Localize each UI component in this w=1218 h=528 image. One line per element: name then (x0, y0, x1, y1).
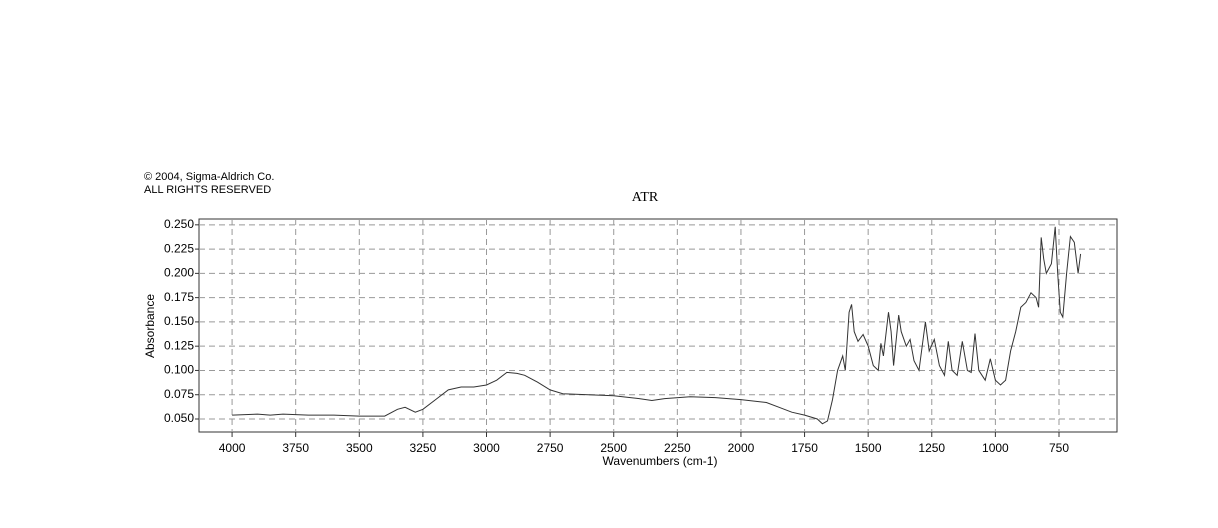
y-tick-label: 0.225 (164, 241, 194, 255)
x-tick-label: 750 (1049, 441, 1069, 455)
x-tick-label: 2250 (664, 441, 691, 455)
y-tick-label: 0.250 (164, 217, 194, 231)
y-tick-label: 0.050 (164, 411, 194, 425)
x-tick-label: 4000 (219, 441, 246, 455)
x-tick-label: 3500 (346, 441, 373, 455)
x-tick-label: 3250 (410, 441, 437, 455)
y-tick-label: 0.100 (164, 363, 194, 377)
x-tick-label: 1750 (791, 441, 818, 455)
y-tick-label: 0.125 (164, 338, 194, 352)
chart-title: ATR (632, 190, 659, 205)
x-tick-label: 2500 (600, 441, 627, 455)
x-tick-label: 2750 (537, 441, 564, 455)
y-axis-label: Absorbance (143, 294, 157, 358)
y-tick-label: 0.200 (164, 266, 194, 280)
y-tick-label: 0.175 (164, 290, 194, 304)
x-tick-label: 1250 (918, 441, 945, 455)
plot-frame (198, 218, 1118, 433)
spectrum-line (232, 226, 1082, 425)
x-tick-label: 2000 (728, 441, 755, 455)
y-tick-label: 0.150 (164, 314, 194, 328)
x-tick-label: 1000 (982, 441, 1009, 455)
x-tick-label: 1500 (855, 441, 882, 455)
x-tick-label: 3000 (473, 441, 500, 455)
copyright: © 2004, Sigma-Aldrich Co. (144, 171, 274, 183)
x-axis-label: Wavenumbers (cm-1) (603, 454, 718, 468)
y-tick-label: 0.075 (164, 387, 194, 401)
rights: ALL RIGHTS RESERVED (144, 184, 271, 196)
x-tick-label: 3750 (282, 441, 309, 455)
